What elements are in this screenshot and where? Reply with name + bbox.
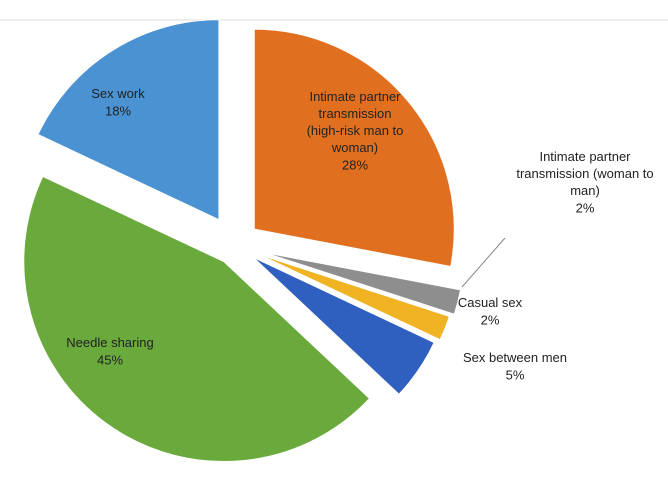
value-label: 2% — [481, 312, 500, 327]
value-label: 18% — [105, 103, 131, 118]
value-label: 45% — [97, 352, 123, 367]
pie-slice — [23, 175, 371, 463]
pie-slice — [253, 28, 455, 268]
slice-label: Sex work — [91, 86, 145, 101]
label-line: woman) — [331, 140, 378, 155]
value-label: 5% — [506, 367, 525, 382]
pie-slice — [252, 256, 435, 395]
value-label: 2% — [576, 200, 595, 215]
pie-slice — [37, 19, 220, 221]
label-line: transmission — [319, 106, 392, 121]
value-label: 28% — [342, 157, 368, 172]
label-line: Sex work — [91, 86, 145, 101]
slice-label: Intimate partner transmission (woman to ma… — [516, 149, 653, 198]
pie-slice — [258, 254, 451, 341]
slice-label: Casual sex — [458, 295, 523, 310]
label-line: Intimate partner — [309, 89, 401, 104]
slice-label: Sex between men — [463, 350, 567, 365]
label-line: (high-risk man to — [307, 123, 404, 138]
label-line: man) — [570, 183, 600, 198]
pie-slice — [263, 251, 462, 315]
slice-label: Needle sharing — [66, 335, 153, 350]
leader-line — [461, 237, 506, 288]
label-line: Intimate partner — [539, 149, 631, 164]
label-line: transmission (woman to — [516, 166, 653, 181]
label-line: Needle sharing — [66, 335, 153, 350]
label-line: Casual sex — [458, 295, 523, 310]
label-line: Sex between men — [463, 350, 567, 365]
slice-label: Intimate partner transmission (high-risk m… — [307, 89, 404, 155]
